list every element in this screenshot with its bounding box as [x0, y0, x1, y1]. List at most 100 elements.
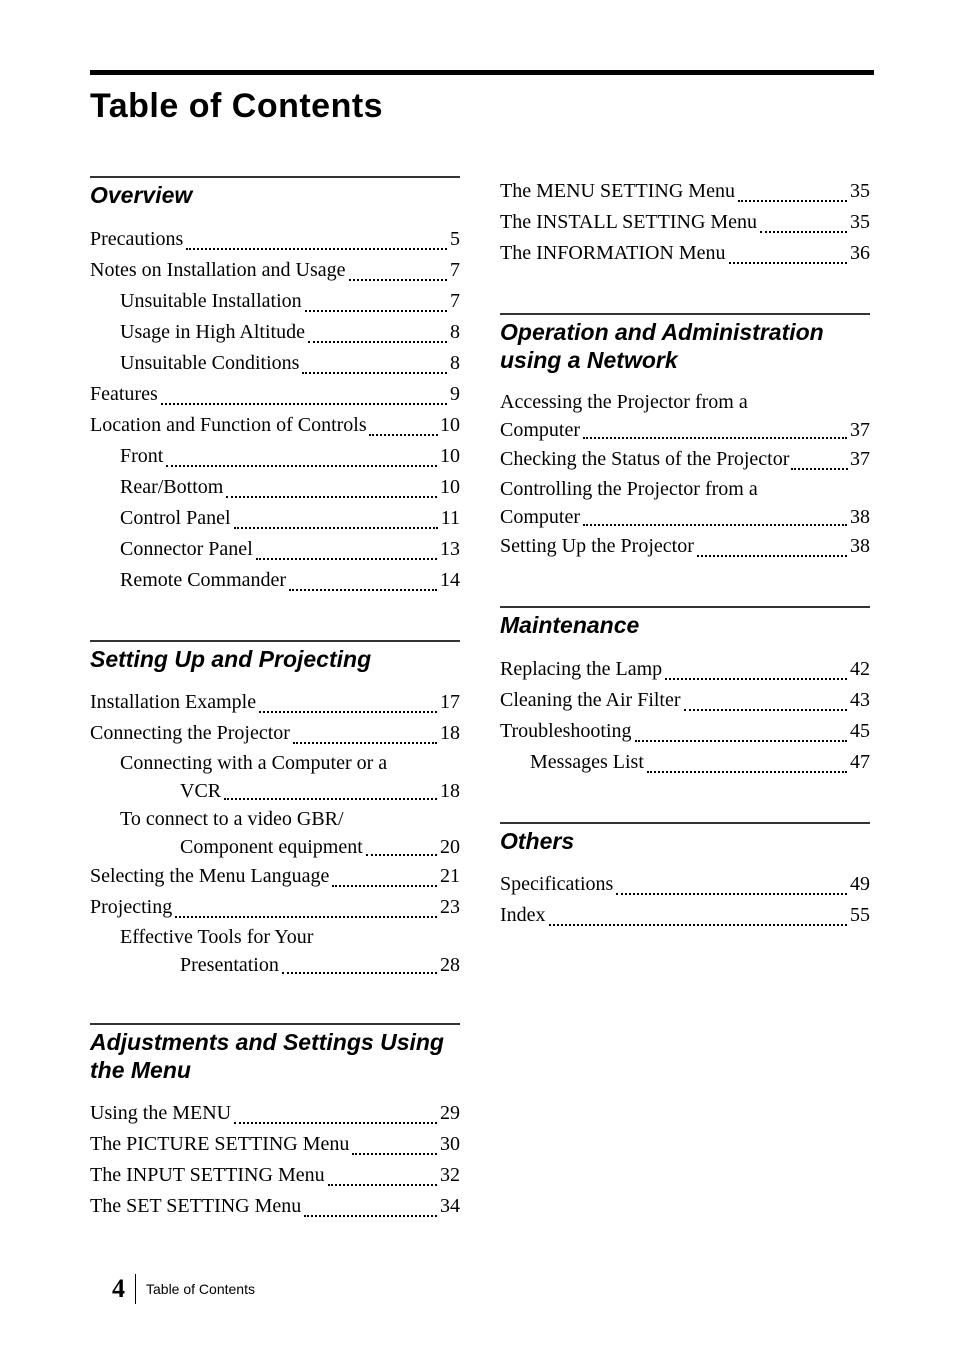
section-heading: Maintenance — [500, 612, 870, 640]
toc-entry[interactable]: Location and Function of Controls 10 — [90, 410, 460, 441]
toc-entry[interactable]: Notes on Installation and Usage 7 — [90, 255, 460, 286]
toc-entry[interactable]: Controlling the Projector from a Compute… — [500, 475, 870, 531]
toc-label: Using the MENU — [90, 1098, 231, 1129]
toc-entry[interactable]: The INSTALL SETTING Menu 35 — [500, 207, 870, 238]
toc-entry[interactable]: The INFORMATION Menu 36 — [500, 238, 870, 269]
toc-page: 23 — [440, 892, 460, 923]
toc-label: Messages List — [530, 747, 644, 778]
toc-leader — [647, 771, 847, 773]
toc-label: Computer — [500, 416, 580, 444]
toc-label: Location and Function of Controls — [90, 410, 367, 441]
toc-label: Effective Tools for Your — [120, 923, 460, 951]
toc-label: Control Panel — [120, 503, 231, 534]
toc-entry[interactable]: Features 9 — [90, 379, 460, 410]
toc-page: 13 — [440, 534, 460, 565]
toc-label: The MENU SETTING Menu — [500, 176, 735, 207]
toc-page: 21 — [440, 861, 460, 892]
toc-page: 38 — [850, 531, 870, 562]
toc-page: 28 — [440, 951, 460, 979]
toc-entry[interactable]: Connecting the Projector 18 — [90, 718, 460, 749]
toc-label: The PICTURE SETTING Menu — [90, 1129, 349, 1160]
toc-page: 18 — [440, 777, 460, 805]
toc-leader — [665, 678, 847, 680]
toc-leader — [293, 742, 437, 744]
toc-page: 42 — [850, 654, 870, 685]
toc-page: 37 — [850, 444, 870, 475]
toc-leader — [366, 854, 437, 856]
toc-entry[interactable]: Usage in High Altitude 8 — [120, 317, 460, 348]
toc-entry[interactable]: Projecting 23 — [90, 892, 460, 923]
toc-label: Rear/Bottom — [120, 472, 223, 503]
toc-label: Specifications — [500, 869, 613, 900]
toc-leader — [186, 248, 447, 250]
toc-entry[interactable]: Unsuitable Installation 7 — [120, 286, 460, 317]
toc-leader — [302, 372, 447, 374]
toc-label: The SET SETTING Menu — [90, 1191, 301, 1222]
toc-leader — [684, 709, 847, 711]
toc-entry[interactable]: Precautions 5 — [90, 224, 460, 255]
toc-page: 9 — [450, 379, 460, 410]
left-column: Overview Precautions 5 Notes on Installa… — [90, 176, 460, 1266]
toc-leader — [729, 262, 847, 264]
page-footer: 4 Table of Contents — [112, 1274, 255, 1304]
section-rule — [500, 822, 870, 824]
toc-page: 17 — [440, 687, 460, 718]
toc-entry[interactable]: Replacing the Lamp 42 — [500, 654, 870, 685]
toc-entry[interactable]: The SET SETTING Menu 34 — [90, 1191, 460, 1222]
toc-entry[interactable]: To connect to a video GBR/ Component equ… — [120, 805, 460, 861]
toc-section: Maintenance Replacing the Lamp 42 Cleani… — [500, 606, 870, 778]
toc-leader — [166, 465, 437, 467]
toc-leader — [583, 524, 847, 526]
toc-leader — [234, 527, 438, 529]
section-rule — [90, 640, 460, 642]
toc-label: Installation Example — [90, 687, 256, 718]
toc-page: 35 — [850, 176, 870, 207]
toc-entry[interactable]: Installation Example 17 — [90, 687, 460, 718]
toc-label: Selecting the Menu Language — [90, 861, 329, 892]
toc-entry[interactable]: The PICTURE SETTING Menu 30 — [90, 1129, 460, 1160]
toc-entry[interactable]: Front 10 — [120, 441, 460, 472]
toc-entry[interactable]: Index 55 — [500, 900, 870, 931]
toc-entry[interactable]: Troubleshooting 45 — [500, 716, 870, 747]
toc-entry[interactable]: Connector Panel 13 — [120, 534, 460, 565]
toc-leader — [328, 1184, 437, 1186]
toc-entry[interactable]: Rear/Bottom 10 — [120, 472, 460, 503]
toc-label: Computer — [500, 503, 580, 531]
section-rule — [90, 1023, 460, 1025]
right-column: The MENU SETTING Menu 35 The INSTALL SET… — [500, 176, 870, 1266]
toc-leader — [635, 740, 847, 742]
toc-label: Index — [500, 900, 546, 931]
toc-leader — [259, 711, 437, 713]
toc-leader — [226, 496, 437, 498]
section-heading: Overview — [90, 182, 460, 210]
toc-entry[interactable]: The INPUT SETTING Menu 32 — [90, 1160, 460, 1191]
toc-entry[interactable]: The MENU SETTING Menu 35 — [500, 176, 870, 207]
toc-label: Connector Panel — [120, 534, 253, 565]
toc-leader — [349, 279, 448, 281]
toc-entry[interactable]: Unsuitable Conditions 8 — [120, 348, 460, 379]
toc-leader — [224, 798, 437, 800]
toc-entry[interactable]: Connecting with a Computer or a VCR 18 — [120, 749, 460, 805]
toc-page: 47 — [850, 747, 870, 778]
section-rule — [500, 313, 870, 315]
toc-entry[interactable]: Cleaning the Air Filter 43 — [500, 685, 870, 716]
toc-label: Unsuitable Conditions — [120, 348, 299, 379]
toc-page: 36 — [850, 238, 870, 269]
toc-entry[interactable]: Setting Up the Projector 38 — [500, 531, 870, 562]
toc-entry[interactable]: Selecting the Menu Language 21 — [90, 861, 460, 892]
toc-leader — [256, 558, 437, 560]
toc-entry[interactable]: Using the MENU 29 — [90, 1098, 460, 1129]
toc-page: 35 — [850, 207, 870, 238]
toc-page: 10 — [440, 472, 460, 503]
toc-entry[interactable]: Accessing the Projector from a Computer … — [500, 388, 870, 444]
toc-entry[interactable]: Specifications 49 — [500, 869, 870, 900]
toc-label: Projecting — [90, 892, 172, 923]
toc-entry[interactable]: Remote Commander 14 — [120, 565, 460, 596]
toc-entry[interactable]: Checking the Status of the Projector 37 — [500, 444, 870, 475]
toc-section: Operation and Administration using a Net… — [500, 313, 870, 562]
toc-entry[interactable]: Messages List 47 — [530, 747, 870, 778]
toc-leader — [332, 885, 437, 887]
toc-entry[interactable]: Effective Tools for Your Presentation 28 — [120, 923, 460, 979]
toc-entry[interactable]: Control Panel 11 — [120, 503, 460, 534]
toc-page: 32 — [440, 1160, 460, 1191]
